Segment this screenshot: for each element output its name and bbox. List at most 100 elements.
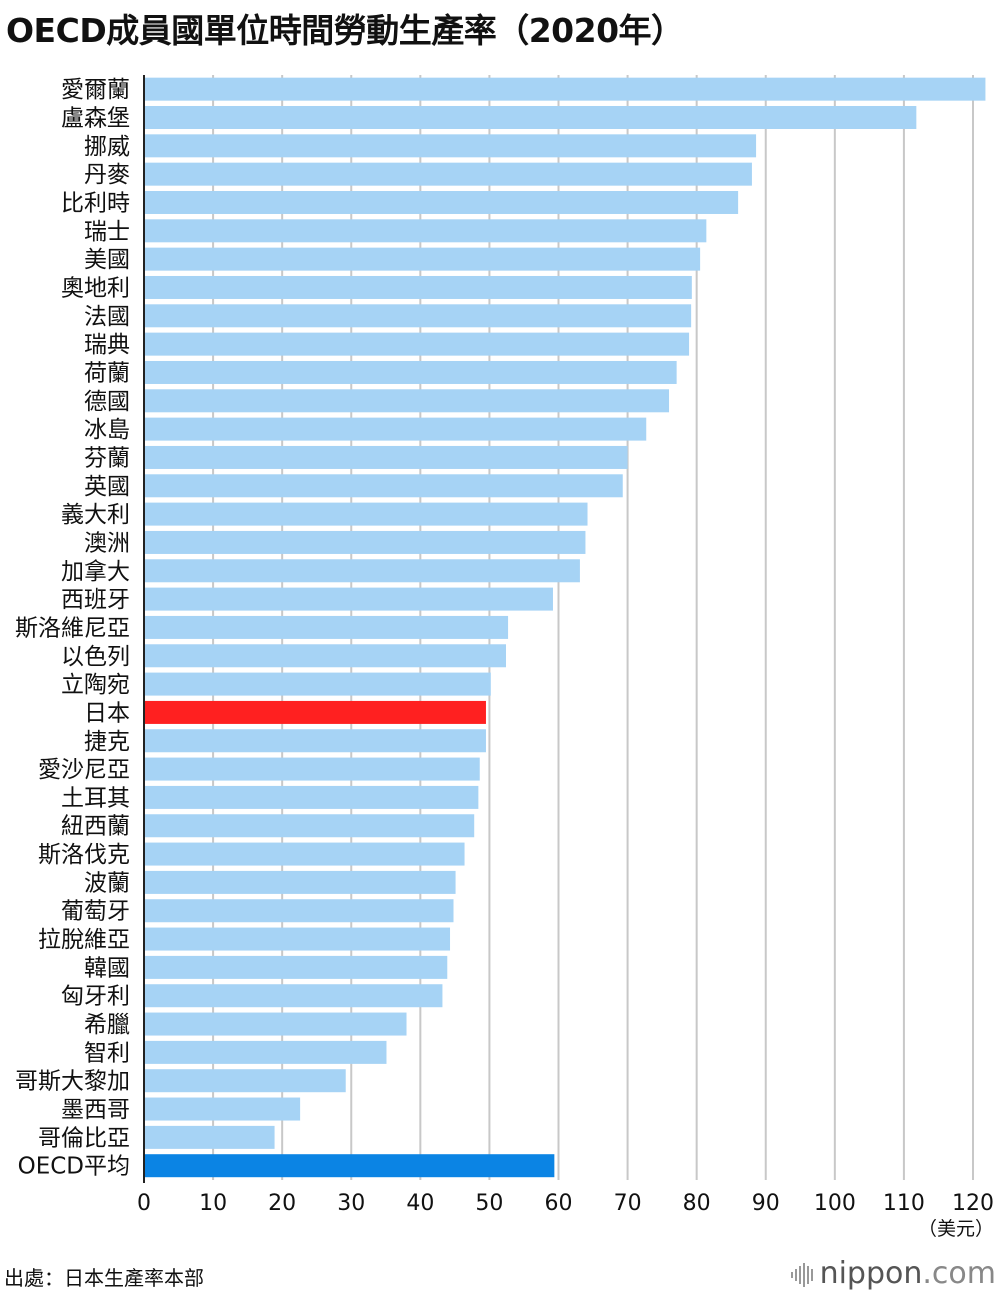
category-label: 荷蘭 [84,360,130,386]
bar [145,105,917,129]
bar [145,1154,555,1178]
bar [145,417,647,441]
category-label: 義大利 [61,502,130,528]
x-tick-label: 110 [883,1191,925,1216]
category-label: 葡萄牙 [61,899,130,925]
category-labels: 愛爾蘭盧森堡挪威丹麥比利時瑞士美國奧地利法國瑞典荷蘭德國冰島芬蘭英國義大利澳洲加… [15,77,130,1180]
bar [145,275,692,299]
x-tick-label: 20 [268,1191,296,1216]
category-label: 丹麥 [84,162,130,188]
bar [145,870,456,894]
bar [145,700,486,724]
bar [145,304,692,328]
bar [145,162,752,186]
category-label: OECD平均 [18,1154,130,1180]
category-label: 美國 [84,247,130,273]
bar [145,360,677,384]
logo-suffix: .com [922,1256,996,1291]
category-label: 盧森堡 [61,105,130,131]
bar-chart: 愛爾蘭盧森堡挪威丹麥比利時瑞士美國奧地利法國瑞典荷蘭德國冰島芬蘭英國義大利澳洲加… [15,75,994,1216]
source-note: 出處：日本生產率本部 [4,1266,204,1290]
category-label: 韓國 [84,955,130,981]
x-tick-label: 30 [337,1191,365,1216]
category-label: 比利時 [61,190,130,216]
category-label: 匈牙利 [61,984,130,1010]
category-label: 希臘 [84,1012,130,1038]
bar [145,757,480,781]
x-tick-label: 100 [814,1191,856,1216]
category-label: 斯洛維尼亞 [15,615,130,641]
category-label: 愛沙尼亞 [38,757,130,783]
bar [145,1040,387,1064]
category-label: 奧地利 [61,275,130,301]
category-label: 智利 [84,1040,130,1066]
x-tick-label: 70 [614,1191,642,1216]
category-label: 斯洛伐克 [38,842,130,868]
bar [145,247,701,271]
bar [145,190,739,214]
bar [145,729,486,753]
bar [145,530,586,554]
bar [145,474,623,498]
category-label: 哥倫比亞 [38,1125,130,1151]
bar [145,445,628,469]
bar [145,672,491,696]
bar [145,502,588,526]
x-tick-label: 50 [475,1191,503,1216]
category-label: 西班牙 [61,587,130,613]
category-label: 芬蘭 [84,445,130,471]
category-label: 拉脫維亞 [38,927,130,953]
x-tick-label: 10 [199,1191,227,1216]
logo-name: nippon [819,1256,923,1291]
x-tick-label: 60 [545,1191,573,1216]
bar [145,587,553,611]
category-label: 瑞典 [84,332,130,358]
bar [145,984,443,1008]
bar [145,1097,301,1121]
x-axis-unit: （美元） [917,1218,994,1240]
category-label: 德國 [84,389,130,415]
bar [145,134,757,158]
bar [145,615,509,639]
bar [145,332,690,356]
bar [145,955,448,979]
category-label: 墨西哥 [61,1097,130,1123]
x-tick-labels: 0 10 20 30 40 50 60 70 80 90 100 110 120 [137,1191,994,1216]
logo-bars-icon [790,1262,813,1287]
category-label: 英國 [84,474,130,500]
category-label: 日本 [84,700,130,726]
bar [145,785,479,809]
bar [145,644,506,668]
bar [145,814,475,838]
x-tick-label: 120 [952,1191,994,1216]
category-label: 加拿大 [61,558,130,585]
category-label: 以色列 [61,644,130,670]
category-label: 愛爾蘭 [61,77,130,103]
category-label: 紐西蘭 [61,814,130,840]
bar [145,77,986,101]
bar [145,1125,275,1149]
category-label: 捷克 [84,729,130,755]
category-label: 瑞士 [84,219,130,245]
category-label: 哥斯大黎加 [15,1069,130,1095]
nippon-logo: nippon.com [790,1256,996,1291]
category-label: 土耳其 [61,785,130,811]
bar [145,842,465,866]
bar [145,899,454,923]
bars [145,77,986,1178]
category-label: 法國 [84,304,130,330]
x-tick-label: 90 [752,1191,780,1216]
bar [145,1012,407,1036]
x-tick-label: 40 [406,1191,434,1216]
bar [145,927,451,951]
bar [145,559,580,583]
category-label: 立陶宛 [61,672,130,698]
x-tick-label: 0 [137,1191,151,1216]
bar [145,1069,346,1093]
chart-title: OECD成員國單位時間勞動生產率（2020年） [6,11,684,50]
category-label: 冰島 [84,417,130,443]
category-label: 澳洲 [84,530,130,556]
category-label: 挪威 [84,134,130,160]
bar [145,219,707,243]
category-label: 波蘭 [84,870,130,896]
